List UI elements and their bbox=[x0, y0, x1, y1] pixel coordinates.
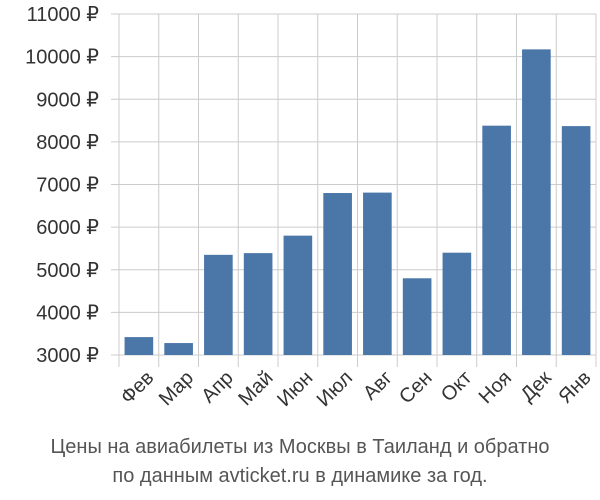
y-tick-label: 8000 ₽ bbox=[36, 132, 99, 154]
y-tick-label: 6000 ₽ bbox=[36, 217, 99, 239]
bar-chart: 3000 ₽ 4000 ₽ 5000 ₽ 6000 ₽ 7000 ₽ 8000 ₽ 9000… bbox=[25, 4, 597, 411]
bar-Фев bbox=[124, 337, 154, 355]
grid-layer bbox=[111, 13, 597, 367]
y-tick-label: 9000 ₽ bbox=[36, 89, 99, 111]
x-tick-label: Май bbox=[234, 367, 277, 410]
bars bbox=[124, 49, 591, 356]
x-tick-label: Июл bbox=[313, 367, 357, 411]
x-tick-label: Дек bbox=[517, 367, 556, 406]
x-tick-label: Апр bbox=[197, 367, 238, 408]
x-tick-label: Авг bbox=[359, 367, 397, 405]
x-tick-label: Окт bbox=[437, 367, 476, 406]
y-tick-label: 11000 ₽ bbox=[27, 4, 100, 26]
bar-Ноя bbox=[482, 125, 511, 356]
y-tick-label: 4000 ₽ bbox=[36, 302, 99, 324]
bar-Апр bbox=[204, 254, 233, 355]
bar-Июл bbox=[323, 193, 352, 355]
bar-Сен bbox=[402, 278, 432, 355]
bar-Мар bbox=[164, 343, 193, 355]
y-tick-label: 10000 ₽ bbox=[25, 47, 99, 69]
chart-caption-line-2: по данным avticket.ru в динамике за год. bbox=[112, 465, 488, 487]
chart-caption-line-1: Цены на авиабилеты из Москвы в Таиланд и… bbox=[50, 436, 550, 458]
x-tick-label: Мар bbox=[155, 367, 198, 410]
y-tick-label: 3000 ₽ bbox=[36, 345, 99, 367]
y-tick-label: 5000 ₽ bbox=[36, 260, 99, 282]
x-tick-label: Ноя bbox=[475, 367, 516, 408]
x-tick-label: Июн bbox=[273, 367, 317, 411]
y-axis-tick-labels: 3000 ₽ 4000 ₽ 5000 ₽ 6000 ₽ 7000 ₽ 8000 ₽ 9000… bbox=[25, 4, 99, 367]
bar-Янв bbox=[561, 126, 591, 355]
bar-Окт bbox=[442, 252, 472, 355]
bar-Авг bbox=[363, 192, 392, 355]
y-tick-label: 7000 ₽ bbox=[36, 175, 99, 197]
x-tick-label: Сен bbox=[395, 367, 436, 408]
bar-Дек bbox=[522, 49, 551, 355]
x-tick-label: Фев bbox=[117, 367, 159, 409]
x-tick-label: Янв bbox=[554, 367, 595, 408]
bar-Июн bbox=[283, 235, 313, 355]
bar-Май bbox=[243, 253, 273, 355]
